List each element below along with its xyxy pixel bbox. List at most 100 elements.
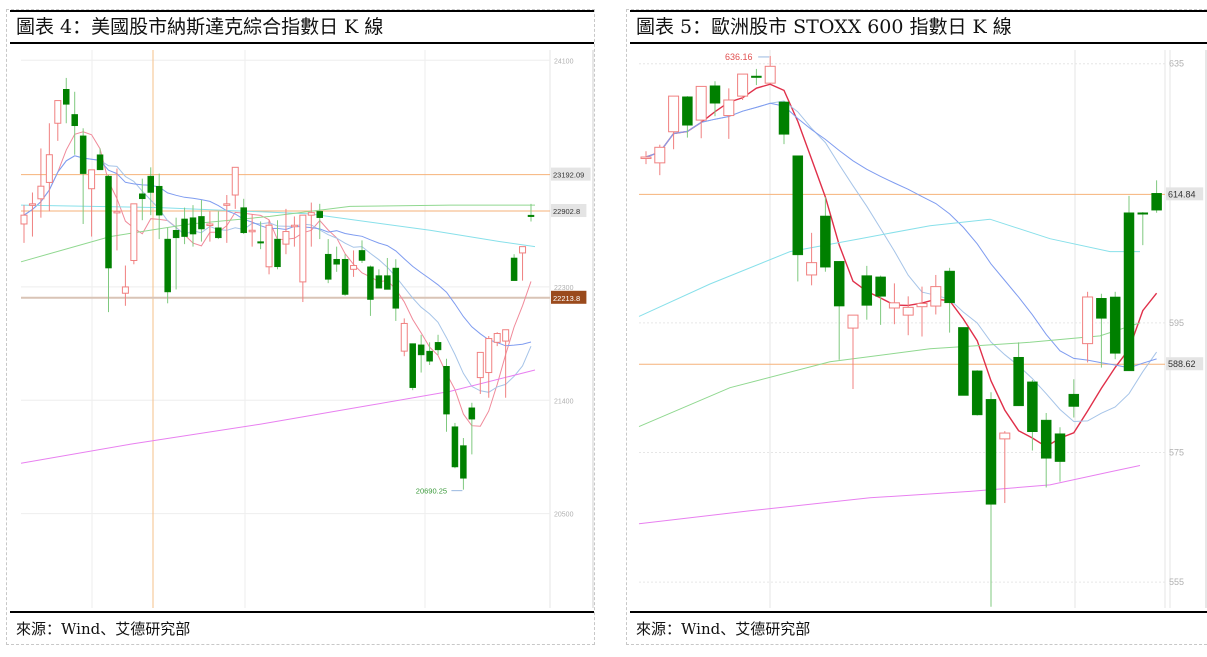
- candle-up: [888, 283, 900, 325]
- candle-up: [400, 318, 408, 357]
- candle-body: [265, 224, 273, 268]
- ma120-line: [638, 322, 1141, 428]
- ma5-line: [645, 83, 1158, 448]
- candle-body: [493, 333, 501, 343]
- candle-body: [181, 218, 188, 237]
- candle-body: [971, 370, 983, 416]
- candle-down: [778, 101, 790, 145]
- candle-body: [367, 266, 374, 300]
- candle-body: [155, 185, 163, 216]
- candle-down: [189, 205, 197, 247]
- candle-down: [451, 422, 459, 469]
- candle-up: [299, 214, 307, 303]
- candle-body: [130, 203, 138, 261]
- y-axis-tick-label: 21400: [554, 398, 574, 405]
- candle-body: [88, 169, 96, 190]
- candle-body: [172, 230, 180, 239]
- candle-up: [290, 216, 298, 247]
- candle-body: [231, 166, 239, 196]
- ma20-line: [645, 102, 1157, 369]
- candle-up: [231, 166, 239, 209]
- candle-body: [764, 65, 776, 84]
- candle-up: [20, 205, 28, 243]
- candle-up: [737, 73, 749, 101]
- candle-down: [944, 267, 955, 333]
- candle-up: [723, 88, 735, 139]
- candlestick-chart-nasdaq: 24100 22300 21400 20500 23192.09 22902.8 22213…: [10, 46, 595, 615]
- candle-body: [709, 85, 721, 104]
- candle-down: [426, 342, 433, 365]
- candle-body: [189, 217, 197, 235]
- candle-body: [820, 215, 831, 268]
- candle-down: [172, 217, 180, 290]
- candle-body: [316, 211, 323, 218]
- candle-body: [105, 175, 112, 269]
- candle-down: [875, 275, 886, 325]
- candle-body: [778, 101, 790, 135]
- candle-body: [751, 75, 762, 78]
- candle-up: [916, 286, 928, 337]
- candle-body: [20, 214, 28, 225]
- low-price-annotation: 20690.25: [416, 487, 447, 496]
- candle-down: [1137, 212, 1149, 246]
- candle-up: [654, 144, 666, 176]
- candle-body: [28, 203, 36, 206]
- candle-body: [37, 185, 45, 200]
- candle-body: [147, 175, 154, 193]
- candle-down: [96, 148, 104, 171]
- candle-body: [1054, 433, 1066, 462]
- candle-down: [1109, 291, 1121, 360]
- chart-source: 來源：Wind、艾德研究部: [630, 611, 1207, 645]
- candle-body: [257, 241, 264, 244]
- price-level-label: 22902.8: [553, 207, 580, 216]
- chart-title: 圖表 5：歐洲股市 STOXX 600 指數日 K 線: [630, 10, 1207, 44]
- price-level-label: 614.84: [1168, 189, 1196, 199]
- candle-down: [79, 128, 87, 224]
- candle-body: [290, 224, 298, 228]
- candle-up: [502, 329, 510, 398]
- candle-up: [1082, 291, 1094, 363]
- candle-body: [113, 210, 121, 214]
- candle-down: [510, 254, 518, 281]
- candle-down: [105, 174, 112, 313]
- candle-down: [155, 173, 163, 240]
- candle-body: [248, 229, 256, 233]
- candle-body: [299, 214, 307, 283]
- y-axis-tick-label: 20500: [554, 512, 574, 519]
- candle-down: [460, 438, 467, 490]
- candle-body: [434, 342, 442, 351]
- candle-down: [274, 220, 281, 270]
- y-axis-tick-label: 575: [1169, 447, 1184, 457]
- candle-down: [164, 227, 171, 304]
- candle-up: [640, 151, 652, 165]
- candle-body: [847, 314, 859, 329]
- candle-down: [257, 221, 264, 250]
- candle-down: [434, 334, 442, 355]
- candle-body: [375, 275, 383, 289]
- candle-down: [392, 259, 400, 321]
- candle-body: [510, 257, 518, 281]
- candle-body: [400, 322, 408, 352]
- price-level-label-bg: [551, 204, 587, 218]
- candle-body: [71, 114, 78, 127]
- candle-down: [1123, 195, 1135, 372]
- candle-body: [215, 227, 222, 239]
- candle-up: [668, 95, 680, 150]
- candle-up: [847, 314, 859, 389]
- chart-panel-nasdaq: 圖表 4：美國股市納斯達克綜合指數日 K 線 24100 22300 21400 20…: [6, 9, 595, 645]
- candle-down: [367, 265, 374, 316]
- candle-body: [640, 156, 652, 160]
- candle-body: [527, 214, 535, 217]
- candle-up: [282, 208, 290, 255]
- candle-down: [341, 254, 349, 296]
- candle-up: [485, 336, 493, 398]
- candle-body: [409, 343, 416, 388]
- candle-down: [443, 358, 450, 432]
- chart-panel-stoxx600: 圖表 5：歐洲股市 STOXX 600 指數日 K 線 635 595 575 555…: [626, 9, 1207, 645]
- candle-body: [1096, 298, 1107, 319]
- candle-down: [215, 211, 222, 240]
- candle-up: [206, 211, 214, 242]
- candle-body: [54, 100, 62, 124]
- candle-up: [113, 168, 121, 251]
- ma60-line: [638, 218, 1140, 317]
